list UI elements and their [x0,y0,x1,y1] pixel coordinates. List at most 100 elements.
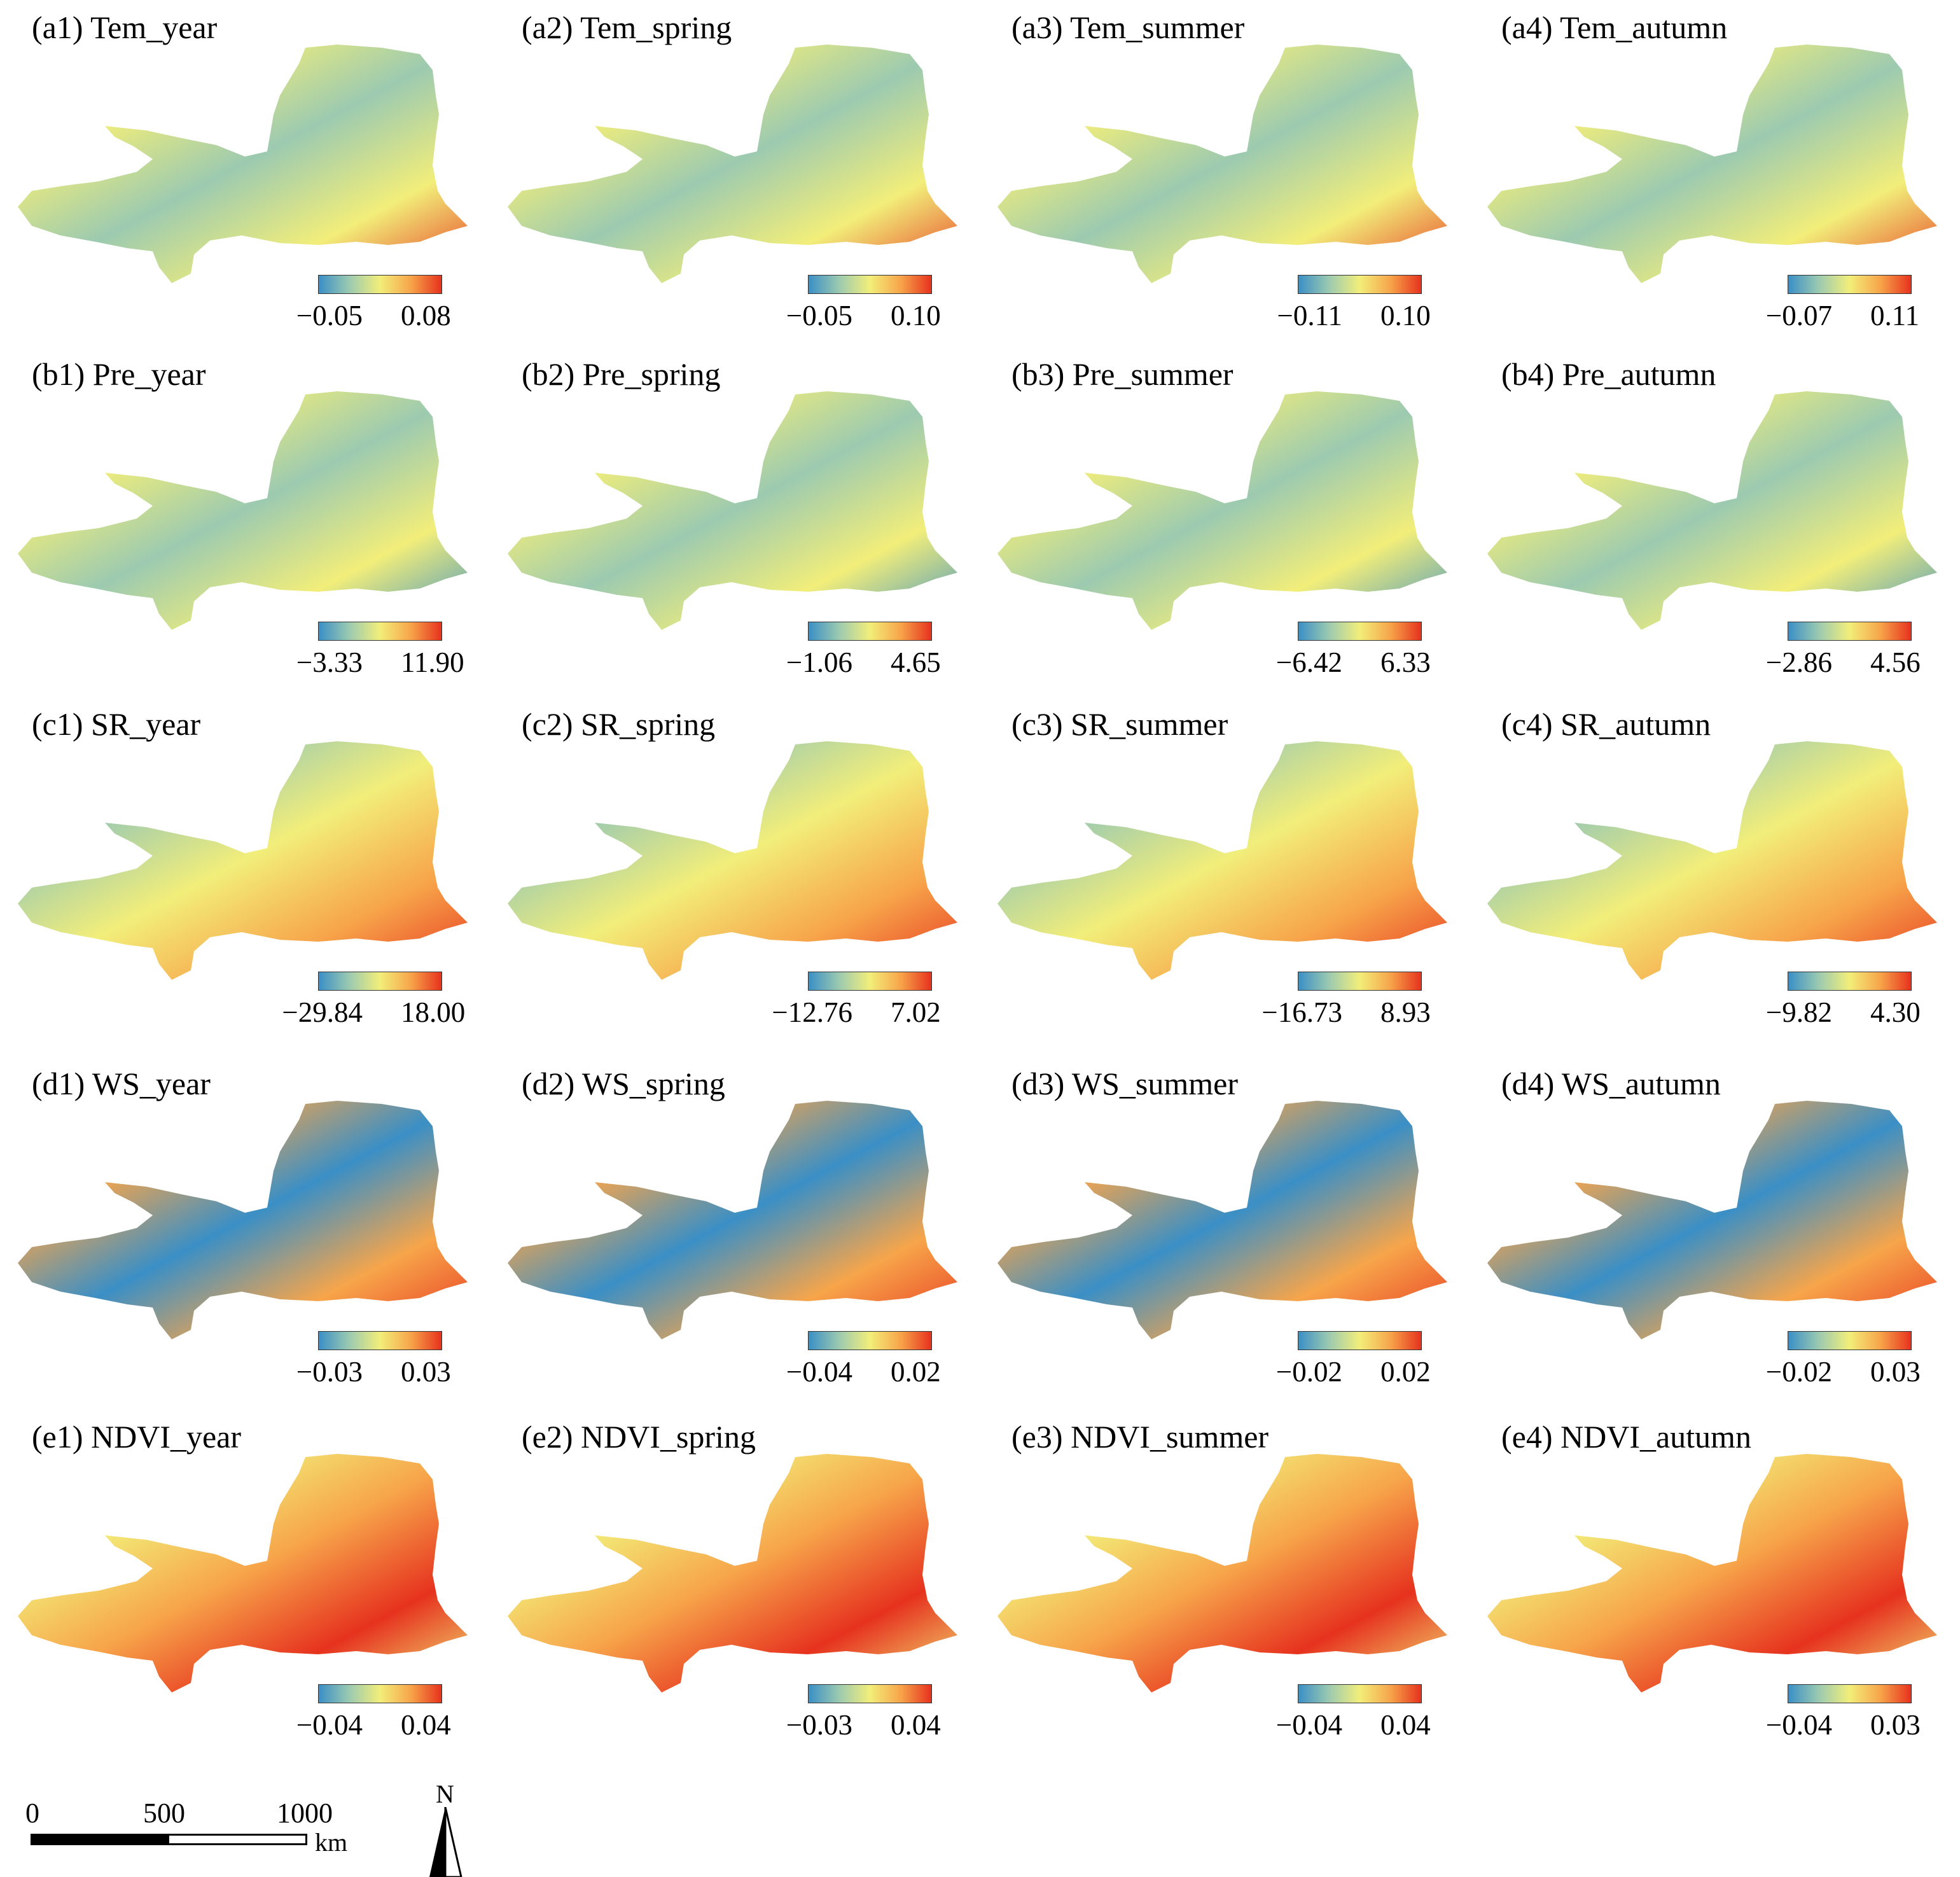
map-d3 [997,1101,1447,1339]
study-region-c2 [508,741,957,980]
study-region-c3 [997,741,1447,980]
map-panel-d4: (d4) WS_autumn −0.02 0.03 [1470,1056,1959,1406]
study-region-a4 [1487,45,1937,283]
legend-min-b4: −2.86 [1765,646,1832,678]
legend-min-e4: −0.04 [1765,1709,1832,1741]
map-a4 [1487,45,1937,283]
legend-colorbar-b3 [1298,622,1422,641]
map-panel-grid: (a1) Tem_year −0.05 0.08 (a2) Tem_spring −0.… [0,0,1959,1759]
map-a3 [997,45,1447,283]
legend-max-b4: 4.56 [1870,646,1921,678]
legend-colorbar-b1 [318,622,442,641]
map-b4 [1487,391,1937,630]
map-panel-c1: (c1) SR_year −29.84 18.00 [0,697,490,1047]
legend-max-e2: 0.04 [891,1709,941,1741]
legend-max-a1: 0.08 [401,300,451,331]
legend-min-e1: −0.04 [296,1709,363,1741]
legend-max-c2: 7.02 [891,996,941,1028]
study-region-a1 [18,45,468,283]
panel-title-a2: (a2) Tem_spring [522,10,732,45]
legend-colorbar-a2 [808,275,932,294]
study-region-b4 [1487,391,1937,630]
map-d2 [508,1101,957,1339]
study-region-b2 [508,391,957,630]
legend-colorbar-e2 [808,1684,932,1703]
legend-min-c3: −16.73 [1261,996,1342,1028]
map-panel-c3: (c3) SR_summer −16.73 8.93 [980,697,1470,1047]
legend-min-d4: −0.02 [1765,1356,1832,1388]
panel-title-d4: (d4) WS_autumn [1501,1066,1721,1101]
legend-max-a2: 0.10 [891,300,941,331]
scale-bar-graphic [31,1834,307,1845]
legend-colorbar-e1 [318,1684,442,1703]
legend-min-a1: −0.05 [296,300,363,331]
map-b3 [997,391,1447,630]
legend-max-a4: 0.11 [1870,300,1920,331]
legend-max-b3: 6.33 [1380,646,1431,678]
legend-max-b2: 4.65 [891,646,941,678]
panel-title-b3: (b3) Pre_summer [1011,356,1234,392]
legend-max-e4: 0.03 [1870,1709,1921,1741]
study-region-d2 [508,1101,957,1339]
legend-max-d2: 0.02 [891,1356,941,1388]
north-arrow: N [417,1782,474,1877]
panel-title-e2: (e2) NDVI_spring [522,1419,756,1455]
map-b2 [508,391,957,630]
map-panel-c4: (c4) SR_autumn −9.82 4.30 [1470,697,1959,1047]
study-region-b1 [18,391,468,630]
map-panel-a3: (a3) Tem_summer −0.11 0.10 [980,0,1470,350]
legend-max-e3: 0.04 [1380,1709,1431,1741]
legend-colorbar-b2 [808,622,932,641]
map-panel-a4: (a4) Tem_autumn −0.07 0.11 [1470,0,1959,350]
study-region-d3 [997,1101,1447,1339]
map-a1 [18,45,468,283]
map-panel-e1: (e1) NDVI_year −0.04 0.04 [0,1409,490,1759]
map-panel-c2: (c2) SR_spring −12.76 7.02 [490,697,980,1047]
study-region-d4 [1487,1101,1937,1339]
scale-unit: km [315,1828,348,1857]
map-panel-d2: (d2) WS_spring −0.04 0.02 [490,1056,980,1406]
legend-colorbar-c3 [1298,972,1422,991]
panel-title-c1: (c1) SR_year [32,706,201,742]
map-panel-b4: (b4) Pre_autumn −2.86 4.56 [1470,347,1959,697]
map-panel-d3: (d3) WS_summer −0.02 0.02 [980,1056,1470,1406]
legend-min-c1: −29.84 [282,996,363,1028]
legend-colorbar-e4 [1788,1684,1912,1703]
map-panel-a1: (a1) Tem_year −0.05 0.08 [0,0,490,350]
panel-title-d1: (d1) WS_year [32,1066,211,1101]
study-region-a3 [997,45,1447,283]
map-c1 [18,741,468,980]
panel-title-e3: (e3) NDVI_summer [1011,1419,1269,1455]
map-e4 [1487,1454,1937,1692]
map-c3 [997,741,1447,980]
panel-title-a1: (a1) Tem_year [32,10,218,45]
study-region-c4 [1487,741,1937,980]
legend-min-a4: −0.07 [1765,300,1832,331]
legend-colorbar-c4 [1788,972,1912,991]
legend-max-c1: 18.00 [401,996,466,1028]
panel-title-b4: (b4) Pre_autumn [1501,356,1716,392]
legend-colorbar-d2 [808,1331,932,1350]
legend-max-d1: 0.03 [401,1356,451,1388]
map-e1 [18,1454,468,1692]
scale-label-0: 0 [25,1797,39,1829]
panel-title-d3: (d3) WS_summer [1011,1066,1238,1101]
study-region-d1 [18,1101,468,1339]
scale-bar: 0 500 1000 km [25,1794,420,1877]
map-panel-e3: (e3) NDVI_summer −0.04 0.04 [980,1409,1470,1759]
legend-min-b3: −6.42 [1275,646,1342,678]
map-panel-d1: (d1) WS_year −0.03 0.03 [0,1056,490,1406]
north-arrow-icon [429,1807,462,1877]
scale-label-1000: 1000 [277,1797,333,1829]
map-d1 [18,1101,468,1339]
study-region-e3 [997,1454,1447,1692]
legend-min-d2: −0.04 [786,1356,852,1388]
legend-max-c3: 8.93 [1380,996,1431,1028]
panel-title-b1: (b1) Pre_year [32,356,206,392]
map-panel-e2: (e2) NDVI_spring −0.03 0.04 [490,1409,980,1759]
scale-label-500: 500 [143,1797,185,1829]
legend-max-d4: 0.03 [1870,1356,1921,1388]
legend-colorbar-e3 [1298,1684,1422,1703]
map-panel-e4: (e4) NDVI_autumn −0.04 0.03 [1470,1409,1959,1759]
map-e3 [997,1454,1447,1692]
